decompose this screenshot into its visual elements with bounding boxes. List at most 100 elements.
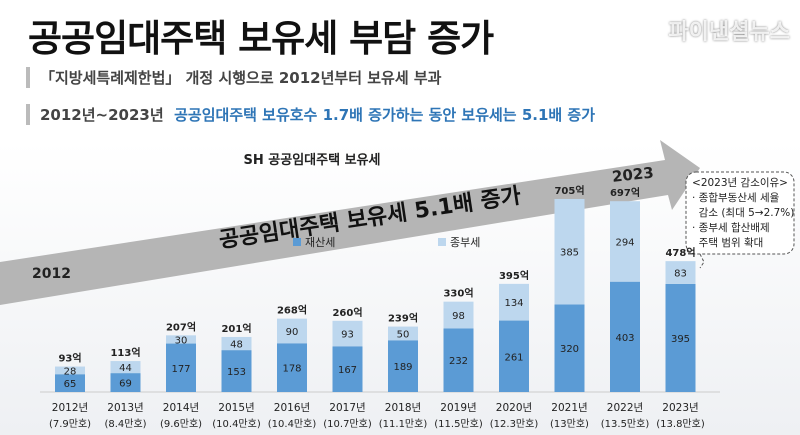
bar-value-label: 98 <box>452 311 465 322</box>
bar-value-label: 177 <box>171 364 190 375</box>
bar-jaesan <box>499 320 529 392</box>
subtitle-line-2: 2012년~2023년 공공임대주택 보유호수 1.7배 증가하는 동안 보유세… <box>26 104 595 125</box>
bar-jongbu <box>166 335 196 344</box>
bar-jaesan <box>443 328 474 392</box>
bar-jongbu <box>554 199 585 305</box>
highlight-text: 공공임대주택 보유호수 1.7배 증가하는 동안 보유세는 5.1배 증가 <box>174 106 596 124</box>
total-label: 260억 <box>332 307 362 319</box>
bar-value-label: 232 <box>449 356 468 367</box>
total-label: 705억 <box>554 185 584 197</box>
x-sub-label: (10.4만호) <box>212 418 261 430</box>
bar-jongbu <box>610 201 640 282</box>
legend-label-0: 재산세 <box>305 236 335 249</box>
x-tick-label: 2013년 <box>107 402 143 414</box>
x-tick-label: 2021년 <box>551 402 587 414</box>
callout-line: · 종부세 합산배제 <box>692 222 770 234</box>
bar-value-label: 320 <box>560 344 579 355</box>
bar-jongbu <box>110 361 141 374</box>
total-label: 330억 <box>443 288 473 300</box>
bar-value-label: 48 <box>230 340 243 351</box>
bar-value-label: 178 <box>282 364 301 375</box>
x-sub-label: (9.6만호) <box>160 418 202 430</box>
x-tick-label: 2017년 <box>329 402 365 414</box>
total-label: 697억 <box>610 187 640 199</box>
total-label: 113억 <box>110 347 140 359</box>
total-label: 201억 <box>221 323 251 335</box>
x-sub-label: (11.1만호) <box>379 418 428 430</box>
x-sub-label: (11.5만호) <box>434 418 483 430</box>
bar-jaesan <box>665 283 696 392</box>
x-tick-label: 2020년 <box>496 402 532 414</box>
x-tick-label: 2018년 <box>385 402 421 414</box>
x-sub-label: (13.5만호) <box>601 418 650 430</box>
bar-value-label: 65 <box>64 379 77 390</box>
bar-jongbu <box>277 318 307 344</box>
bar-jongbu <box>665 261 696 284</box>
bar-value-label: 167 <box>338 365 357 376</box>
legend-label-1: 종부세 <box>450 236 480 249</box>
legend-swatch-1 <box>438 238 446 246</box>
bar-jongbu <box>388 326 418 341</box>
bar-value-label: 90 <box>286 327 299 338</box>
bar-value-label: 50 <box>397 329 410 340</box>
bar-value-label: 44 <box>119 363 132 374</box>
callout-line: <2023년 감소이유> <box>692 177 788 189</box>
bar-jaesan <box>332 346 363 392</box>
bar-value-label: 28 <box>64 366 77 377</box>
bar-value-label: 261 <box>504 352 523 363</box>
bar-jaesan <box>221 350 252 392</box>
watermark: 파이낸셜뉴스 <box>668 20 790 45</box>
total-label: 395억 <box>499 270 529 282</box>
x-tick-label: 2012년 <box>52 402 88 414</box>
bar-jongbu <box>55 366 85 375</box>
x-sub-label: (8.4만호) <box>104 418 146 430</box>
bar-value-label: 189 <box>393 362 412 373</box>
x-tick-label: 2015년 <box>218 402 254 414</box>
bar-value-label: 395 <box>671 334 690 345</box>
x-sub-label: (12.3만호) <box>490 418 539 430</box>
chart-title: SH 공공임대주택 보유세 <box>244 152 381 168</box>
period: 2012년~2023년 <box>40 106 164 124</box>
x-tick-label: 2014년 <box>163 402 199 414</box>
total-label: 207억 <box>166 321 196 333</box>
callout-line: 감소 (최대 5→2.7%) <box>692 207 794 219</box>
callout-box <box>685 171 795 255</box>
bar-jaesan <box>554 304 585 392</box>
x-sub-label: (13만호) <box>550 418 589 430</box>
x-tick-label: 2019년 <box>440 402 476 414</box>
bar-jongbu <box>443 301 474 329</box>
x-tick-label: 2022년 <box>607 402 643 414</box>
bar-value-label: 30 <box>175 335 188 346</box>
total-label: 268억 <box>277 305 307 317</box>
bar-value-label: 294 <box>615 237 634 248</box>
arrow-start-label: 2012 <box>32 266 71 282</box>
bar-value-label: 153 <box>227 367 246 378</box>
bar-jaesan <box>610 281 640 392</box>
bar-value-label: 134 <box>504 298 523 309</box>
bar-value-label: 69 <box>119 379 132 390</box>
bar-jaesan <box>166 343 196 392</box>
x-tick-label: 2023년 <box>662 402 698 414</box>
bar-value-label: 385 <box>560 248 579 259</box>
total-label: 93억 <box>58 353 81 365</box>
callout-line: · 종합부동산세 세율 <box>692 192 780 204</box>
callout-line: 주택 범위 확대 <box>692 236 763 249</box>
bar-jaesan <box>388 340 418 392</box>
x-sub-label: (13.8만호) <box>656 418 705 430</box>
bar-jaesan <box>110 373 141 392</box>
bar-value-label: 403 <box>615 333 634 344</box>
x-sub-label: (10.4만호) <box>268 418 317 430</box>
x-tick-label: 2016년 <box>274 402 310 414</box>
arrow-end-label: 2023 <box>611 164 654 186</box>
bar-value-label: 83 <box>674 269 687 280</box>
x-sub-label: (7.9만호) <box>49 418 91 430</box>
x-sub-label: (10.7만호) <box>323 418 372 430</box>
page-title: 공공임대주택 보유세 부담 증가 <box>28 17 494 60</box>
total-label: 239억 <box>388 313 418 325</box>
bar-jongbu <box>221 336 252 351</box>
bar-jongbu <box>332 320 363 347</box>
bar-value-label: 93 <box>341 330 354 341</box>
growth-arrow <box>0 140 700 305</box>
bar-jaesan <box>277 343 307 392</box>
